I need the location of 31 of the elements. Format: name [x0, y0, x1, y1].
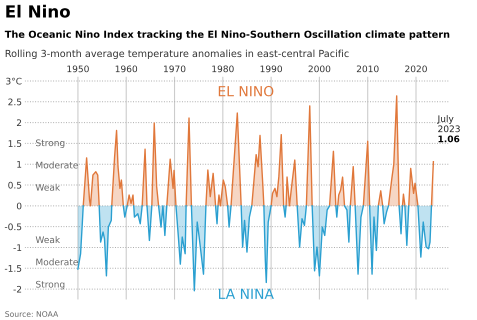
x-tick-label: 2010: [356, 65, 379, 72]
chart-subtitle: The Oceanic Nino Index tracking the El Nino-Southern Oscillation climate pattern: [4, 30, 450, 40]
y-tick-label: 0.5: [8, 182, 22, 189]
annotation: Weak: [36, 236, 60, 244]
y-tick-label: 2: [16, 119, 22, 126]
chart-title: El Nino: [6, 4, 70, 18]
annotation: Strong: [36, 139, 64, 148]
y-axis-title: Rolling 3-month average temperature anomalies in east-central Pacific: [6, 50, 349, 60]
annotation: Moderate: [36, 162, 78, 169]
y-tick-label: 0: [16, 202, 22, 210]
y-tick-label: 1: [17, 161, 22, 168]
y-tick-label: -1.5: [4, 265, 22, 272]
y-tick-label: 3°C: [6, 78, 22, 85]
x-tick-label: 1990: [260, 65, 282, 72]
x-tick-label: 2000: [308, 65, 330, 72]
x-tick-label: 1970: [164, 65, 186, 72]
annotation: Weak: [36, 184, 60, 191]
x-tick-label: 2020: [405, 65, 427, 72]
y-tick-label: -0.5: [4, 223, 22, 230]
x-tick-label: 1980: [212, 65, 234, 72]
series-label: EL NINO: [218, 86, 274, 96]
series-label: LA NINA: [219, 288, 274, 299]
annotation: July 2023 1.06: [437, 115, 460, 142]
annotation: Strong: [36, 280, 64, 290]
y-tick-label: -2: [13, 286, 22, 293]
y-tick-label: 1.5: [8, 140, 22, 147]
y-tick-label: -1: [13, 244, 22, 251]
x-tick-label: 1950: [67, 65, 89, 72]
x-tick-label: 1960: [116, 65, 138, 72]
y-tick-label: 2.5: [8, 98, 22, 106]
annotation: Moderate: [36, 258, 78, 266]
